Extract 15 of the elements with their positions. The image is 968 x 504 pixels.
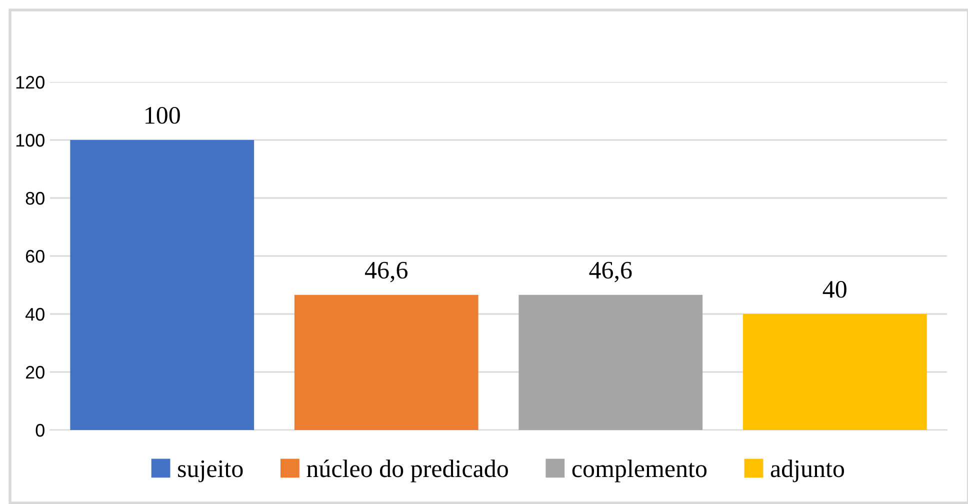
legend-label: complemento [572,460,707,482]
y-tick-label: 20 [26,366,44,379]
y-tick-label: 40 [25,308,44,321]
legend-label: núcleo do predicado [306,460,508,482]
y-tick-label: 100 [16,134,44,147]
text: 46,6 [589,262,632,282]
text: 46,6 [364,262,408,282]
y-tick-label: 80 [26,192,44,205]
text: 100 [146,106,180,124]
y-tick-label: 120 [16,76,44,89]
y-tick-label: 60 [26,250,44,263]
y-tick-label: 0 [36,424,44,437]
legend-label: sujeito [178,460,243,482]
legend-label: adjunto [770,460,844,482]
text: 40 [822,280,846,298]
